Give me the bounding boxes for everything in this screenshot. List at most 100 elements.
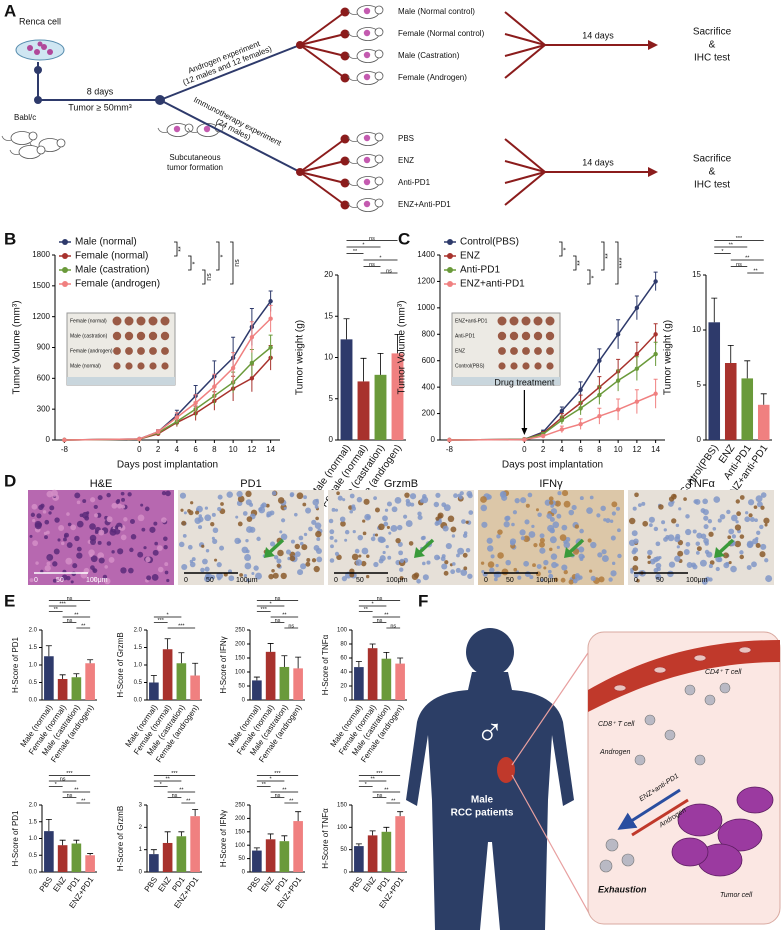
t-cells <box>599 682 731 873</box>
cell <box>211 536 215 540</box>
point <box>597 392 602 398</box>
cell <box>76 546 82 552</box>
x-tick-label: 0 <box>522 445 527 454</box>
cell <box>204 573 210 579</box>
cell <box>739 495 745 500</box>
point <box>193 400 198 406</box>
error-bar <box>59 839 66 846</box>
cell <box>575 575 581 581</box>
cell <box>587 538 592 543</box>
cell <box>513 567 518 572</box>
cell <box>426 560 431 565</box>
tumor <box>203 125 211 133</box>
cell <box>42 510 47 514</box>
x-tick-label: 8 <box>212 445 217 454</box>
cell <box>163 545 168 550</box>
scale-label: 50 <box>206 577 214 584</box>
cell <box>549 500 554 505</box>
significance: ns <box>288 623 294 629</box>
error-bar <box>178 652 185 664</box>
arrow <box>268 538 285 554</box>
cell <box>277 549 284 557</box>
cell <box>67 522 72 527</box>
cell <box>523 560 530 567</box>
cell <box>272 572 279 579</box>
cell <box>30 512 36 517</box>
bar <box>149 682 159 700</box>
zoom-line <box>511 649 591 916</box>
error-bar <box>744 360 751 379</box>
significance: ns <box>234 259 241 267</box>
mouse-head <box>184 123 194 133</box>
cell <box>550 553 558 560</box>
y-tick-label: 0 <box>344 698 348 704</box>
cell <box>637 503 642 507</box>
tumor-photo <box>149 347 157 355</box>
cell <box>696 532 703 539</box>
cell <box>615 506 621 511</box>
y-tick-label: 250 <box>235 628 246 634</box>
cell <box>299 541 304 546</box>
cell <box>755 495 763 503</box>
x-tick-label: 4 <box>560 445 565 454</box>
significance: * <box>160 782 163 788</box>
cell <box>571 504 577 511</box>
y-tick-label: 15 <box>692 270 701 279</box>
cell <box>467 573 473 579</box>
cell <box>462 552 468 558</box>
error-bar <box>281 655 288 667</box>
inset-label: Female (normal) <box>70 318 107 324</box>
point <box>174 415 180 420</box>
cell <box>735 499 740 504</box>
bar <box>395 663 405 700</box>
y-tick-label: 200 <box>235 816 246 822</box>
point <box>615 407 621 412</box>
cell <box>705 576 711 582</box>
x-tick-label: 6 <box>193 445 198 454</box>
cell <box>496 534 501 539</box>
cell <box>605 518 611 523</box>
cell <box>164 562 169 567</box>
cell <box>709 560 715 565</box>
panel-label: E <box>4 591 15 610</box>
cell <box>44 519 50 525</box>
tumor-photo <box>498 362 506 370</box>
significance: ** <box>577 260 584 266</box>
cell <box>486 494 492 500</box>
bar <box>252 680 262 700</box>
legend-label: Male (normal) <box>75 237 137 248</box>
image-title: GrzmB <box>384 478 418 490</box>
node <box>340 134 350 144</box>
cell <box>316 556 323 563</box>
cell <box>386 525 390 529</box>
cell <box>747 499 755 506</box>
significance: ns <box>390 623 396 629</box>
cell <box>481 570 485 574</box>
y-tick-label: 1.5 <box>29 819 38 825</box>
cell <box>237 521 243 527</box>
cell <box>663 528 667 532</box>
cell <box>422 574 429 581</box>
cell <box>251 572 255 576</box>
tumor-photo <box>149 362 157 370</box>
significance: *** <box>178 623 185 629</box>
cell <box>328 518 334 524</box>
cell <box>204 566 210 572</box>
cell <box>755 536 759 541</box>
cell <box>271 491 277 496</box>
bar <box>162 842 173 872</box>
label: Androgen <box>599 749 630 756</box>
error-bar <box>253 847 260 851</box>
y-tick-label: 100 <box>337 825 348 831</box>
series-line <box>449 393 656 441</box>
x-tick-label: 14 <box>266 445 275 454</box>
y-tick-label: 80 <box>340 642 347 648</box>
cell <box>290 539 295 544</box>
cell <box>97 540 102 545</box>
ruler <box>452 377 560 385</box>
tumor-photo <box>136 316 146 326</box>
bar <box>279 666 290 700</box>
cell <box>632 506 637 511</box>
cell <box>632 565 639 572</box>
cell <box>241 546 249 554</box>
